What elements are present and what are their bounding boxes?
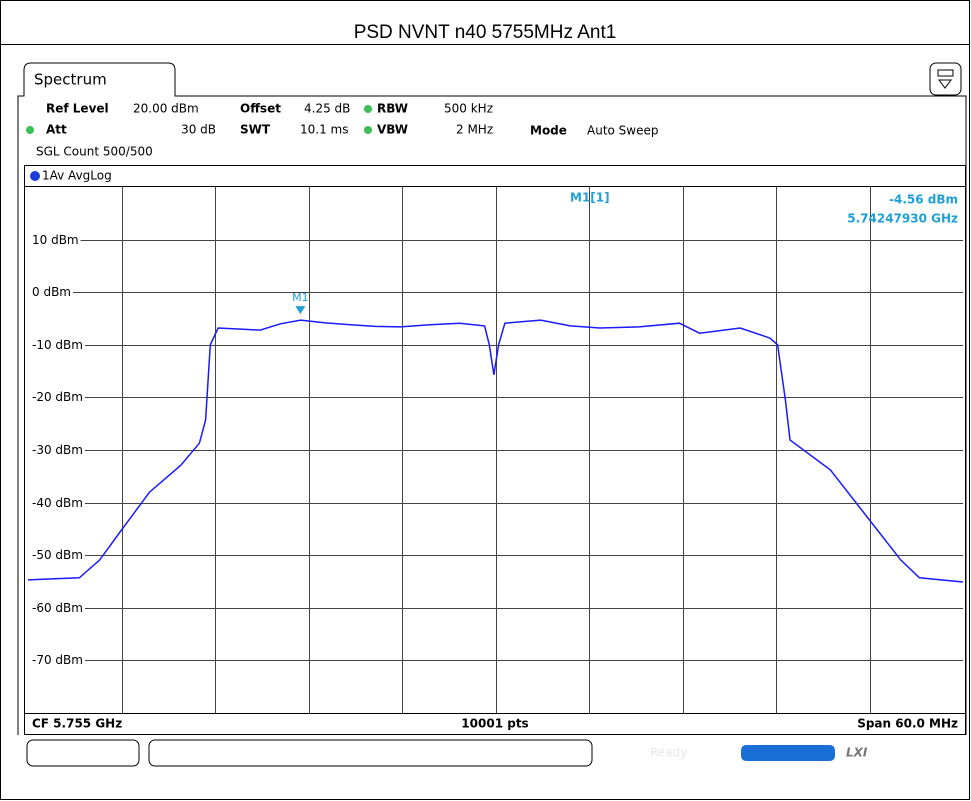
marker-frequency: 5.74247930 GHz xyxy=(847,212,958,226)
status-dot xyxy=(364,105,372,113)
marker-label: M1 xyxy=(292,291,309,304)
marker xyxy=(295,306,306,315)
y-tick-label: -50 dBm xyxy=(32,548,83,562)
y-tick-label: 10 dBm xyxy=(32,233,79,247)
softkey[interactable] xyxy=(26,739,140,767)
y-tick-label: -20 dBm xyxy=(32,390,83,404)
lxi-logo: LXI xyxy=(846,746,868,760)
trace-dot xyxy=(30,171,40,181)
trace xyxy=(27,319,964,583)
label-bg xyxy=(28,653,85,668)
tab-frame xyxy=(17,62,967,735)
y-tick-label: -60 dBm xyxy=(32,601,83,615)
setting-label: Mode xyxy=(530,124,567,138)
menu-icon[interactable] xyxy=(929,62,962,96)
label-bg xyxy=(28,338,85,353)
setting-label: Att xyxy=(46,123,67,137)
status-text: Ready xyxy=(650,746,687,760)
y-tick-label: -40 dBm xyxy=(32,496,83,510)
setting-value: 10.1 ms xyxy=(300,123,348,137)
point-count: 10001 pts xyxy=(461,717,528,731)
setting-label: SWT xyxy=(240,123,271,137)
title: PSD NVNT n40 5755MHz Ant1 xyxy=(354,22,617,43)
sweep-count: SGL Count 500/500 xyxy=(36,145,153,159)
label-bg xyxy=(28,390,85,405)
label-bg xyxy=(28,601,85,616)
icon-part xyxy=(937,69,954,77)
setting-value: Auto Sweep xyxy=(587,124,659,138)
setting-value: 30 dB xyxy=(181,123,216,137)
setting-label: RBW xyxy=(377,102,408,116)
tab-label[interactable]: Spectrum xyxy=(34,71,107,89)
progress-bar xyxy=(741,745,835,761)
label-bg xyxy=(28,285,73,300)
setting-value: 500 kHz xyxy=(444,102,493,116)
center-frequency: CF 5.755 GHz xyxy=(32,717,122,731)
status-dot xyxy=(364,126,372,134)
message-box xyxy=(148,739,593,767)
setting-label: Ref Level xyxy=(46,102,109,116)
setting-value: 4.25 dB xyxy=(304,102,350,116)
setting-label: VBW xyxy=(377,123,408,137)
setting-label: Offset xyxy=(240,102,281,116)
label-bg xyxy=(28,443,85,458)
y-tick-label: -30 dBm xyxy=(32,443,83,457)
marker-level: -4.56 dBm xyxy=(889,193,958,207)
label-bg xyxy=(28,496,85,511)
marker-readout: M1[1] xyxy=(570,191,610,205)
y-tick-label: -70 dBm xyxy=(32,653,83,667)
span: Span 60.0 MHz xyxy=(857,717,958,731)
setting-value: 20.00 dBm xyxy=(133,102,199,116)
y-tick-label: 0 dBm xyxy=(32,285,71,299)
legend-entry: 1Av AvgLog xyxy=(42,169,112,183)
status-dot xyxy=(26,126,34,134)
label-bg xyxy=(28,233,81,248)
y-tick-label: -10 dBm xyxy=(32,338,83,352)
icon-part xyxy=(938,79,952,89)
setting-value: 2 MHz xyxy=(456,123,493,137)
label-bg xyxy=(28,548,85,563)
